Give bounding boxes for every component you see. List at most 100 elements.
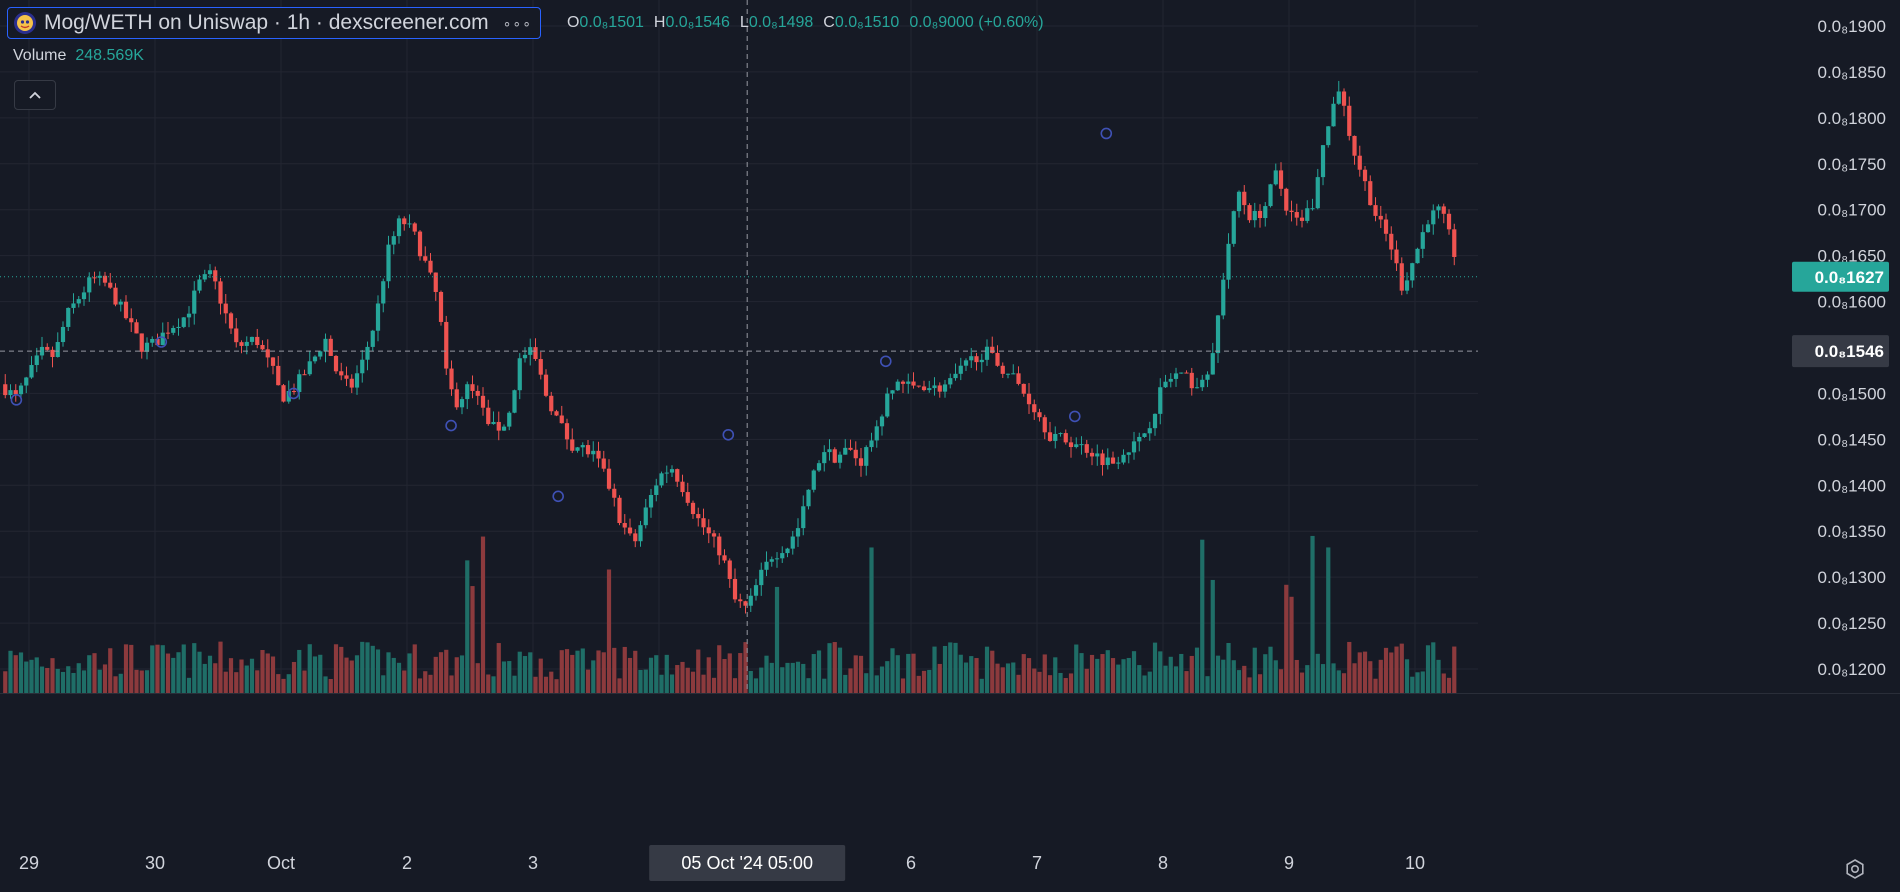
volume-bar (1441, 673, 1446, 693)
volume-bar (496, 643, 501, 693)
candle-body (1158, 387, 1163, 414)
volume-bar (890, 648, 895, 693)
pair-title: Mog/WETH on Uniswap · 1h · dexscreener.c… (44, 11, 489, 34)
candle-body (1284, 188, 1289, 211)
volume-bar (1121, 659, 1126, 693)
candle-body (81, 292, 87, 300)
volume-bar (1100, 654, 1105, 693)
volume-bar (848, 668, 853, 693)
time-tick-label: 7 (1032, 853, 1042, 873)
time-tick-label: 2 (402, 853, 412, 873)
volume-bar (402, 670, 407, 693)
volume-bar (459, 655, 465, 693)
candle-body (129, 318, 134, 323)
candle-body (1404, 280, 1410, 291)
candle-body (144, 342, 150, 352)
candle-body (1053, 433, 1058, 441)
volume-bar (727, 653, 732, 693)
candle-body (386, 244, 391, 282)
volume-bar (990, 650, 995, 693)
candle-body (617, 497, 622, 524)
volume-bar (858, 655, 864, 693)
more-options-icon[interactable]: ∘∘∘ (502, 14, 532, 31)
volume-bar (1236, 670, 1242, 693)
volume-bar (501, 661, 507, 693)
candle-body (990, 346, 995, 353)
time-axis: 2930Oct23467891005 Oct '24 05:00 (19, 845, 1425, 881)
candle-body (375, 303, 381, 331)
volume-bar (533, 676, 538, 693)
candle-body (76, 299, 81, 304)
volume-bar (622, 646, 627, 693)
candle-body (349, 378, 354, 388)
volume-bar (55, 668, 60, 693)
volume-bar (192, 643, 197, 693)
trade-marker (287, 387, 300, 400)
candle-body (370, 330, 375, 347)
candle-body (1320, 145, 1326, 178)
candle-body (769, 559, 774, 562)
candle-body (1021, 383, 1026, 394)
candle-body (1210, 353, 1215, 375)
candle-body (669, 469, 675, 473)
candle-body (701, 518, 706, 528)
volume-bar (244, 665, 249, 693)
volume-bar (795, 661, 801, 693)
volume-bar (1336, 670, 1341, 693)
candle-body (1378, 215, 1383, 220)
candle-body (391, 236, 396, 245)
volume-bar (1126, 657, 1131, 693)
candle-body (1131, 441, 1137, 453)
volume-bar (1347, 641, 1352, 693)
candle-body (512, 390, 517, 413)
candle-body (690, 502, 696, 515)
volume-bar (113, 676, 118, 693)
volume-bar (118, 673, 123, 693)
candle-body (1137, 436, 1142, 442)
volume-bar (837, 647, 843, 693)
volume-bar (1415, 672, 1420, 693)
candle-body (717, 536, 722, 556)
candle-body (417, 231, 423, 257)
volume-bar (780, 667, 785, 693)
candle-body (312, 356, 318, 362)
volume-bar (853, 655, 858, 693)
candle-body (606, 468, 612, 489)
volume-bar (1147, 671, 1152, 693)
volume-bar (354, 655, 360, 693)
candle-body (1431, 210, 1436, 225)
volume-bar (291, 661, 297, 693)
candle-body (1110, 457, 1116, 464)
volume-bar (344, 657, 349, 693)
candle-body (491, 421, 496, 425)
volume-bar (50, 658, 55, 693)
volume-bar (375, 649, 381, 693)
volume-bar (18, 652, 24, 693)
candle-body (249, 336, 255, 342)
candle-body (496, 421, 501, 431)
volume-bar (932, 646, 937, 693)
volume-bar (1000, 667, 1005, 693)
volume-bar (491, 676, 496, 693)
volume-bar (386, 652, 391, 693)
candle-body (1368, 181, 1373, 206)
chart-settings-button[interactable] (1844, 858, 1866, 880)
candle-body (1005, 373, 1011, 375)
volume-bar (260, 649, 265, 693)
volume-bar (885, 661, 890, 693)
volume-bar (1221, 659, 1226, 693)
collapse-legend-button[interactable] (14, 80, 56, 110)
pair-selector[interactable]: Mog/WETH on Uniswap · 1h · dexscreener.c… (7, 7, 541, 39)
candle-body (764, 561, 769, 570)
price-tick-label: 0.0₈1500 (1818, 384, 1887, 403)
volume-bar (664, 654, 669, 693)
volume-bar (218, 641, 223, 693)
last-price-label: 0.0₈1627 (1815, 268, 1884, 287)
volume-bar (1315, 653, 1320, 693)
volume-bar (517, 651, 522, 693)
candle-body (743, 601, 748, 606)
candle-body (1068, 442, 1074, 448)
volume-bar (176, 652, 181, 693)
volume-bar (150, 645, 155, 693)
